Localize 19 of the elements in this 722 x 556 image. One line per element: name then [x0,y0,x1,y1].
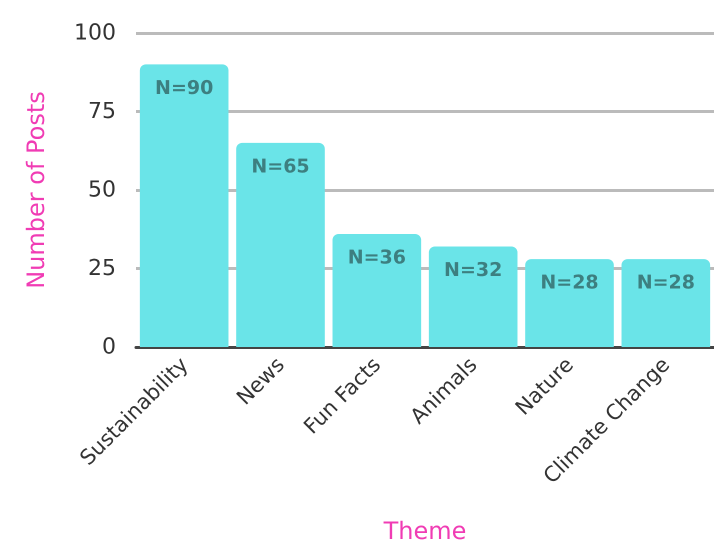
data-label: N=28 [540,272,599,294]
bar [140,64,228,347]
data-label: N=90 [155,76,214,99]
y-tick-label: 0 [102,334,116,360]
data-label: N=32 [444,259,502,282]
y-tick-label: 75 [88,99,116,124]
y-axis-title: Number of Posts [22,91,50,289]
y-tick-label: 50 [88,178,116,202]
bar [236,142,325,347]
y-tick-label: 100 [74,20,116,46]
bar [428,246,518,347]
y-tick-label: 25 [88,256,116,281]
data-label: N=36 [348,246,406,268]
x-axis-title: Theme [382,517,466,545]
bar [332,234,422,347]
data-label: N=28 [636,272,695,294]
data-label: N=65 [251,155,310,178]
bar [525,259,614,347]
bar [622,259,710,347]
